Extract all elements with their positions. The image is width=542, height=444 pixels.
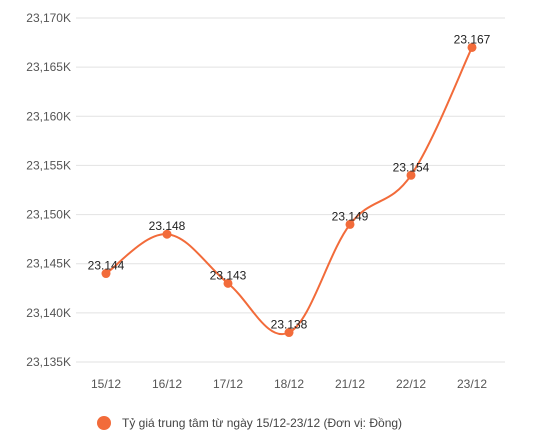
x-tick-label: 21/12 [335, 377, 365, 391]
data-label: 23.154 [393, 160, 430, 174]
legend-label: Tỷ giá trung tâm từ ngày 15/12-23/12 (Đơ… [122, 416, 402, 430]
x-tick-label: 18/12 [274, 377, 304, 391]
x-tick-label: 16/12 [152, 377, 182, 391]
series-points [101, 42, 477, 338]
y-tick-label: 23,135K [26, 355, 71, 369]
y-tick-label: 23,155K [26, 158, 71, 172]
y-tick-label: 23,140K [26, 306, 71, 320]
x-tick-label: 15/12 [91, 377, 121, 391]
x-tick-label: 22/12 [396, 377, 426, 391]
data-label: 23.148 [149, 219, 186, 233]
data-point[interactable] [284, 328, 294, 338]
y-tick-label: 23,150K [26, 208, 71, 222]
y-axis-ticks: 23,135K 23,140K 23,145K 23,150K 23,155K 23,16… [26, 11, 71, 369]
legend[interactable]: Tỷ giá trung tâm từ ngày 15/12-23/12 (Đơ… [97, 416, 402, 430]
x-tick-label: 17/12 [213, 377, 243, 391]
data-point[interactable] [101, 269, 111, 279]
data-point[interactable] [162, 229, 172, 239]
data-point[interactable] [406, 170, 416, 180]
data-point[interactable] [223, 278, 233, 288]
y-tick-label: 23,170K [26, 11, 71, 25]
data-label: 23.138 [271, 318, 308, 332]
y-tick-label: 23,160K [26, 109, 71, 123]
data-point[interactable] [345, 219, 355, 229]
x-tick-label: 23/12 [457, 377, 487, 391]
legend-marker-icon [97, 416, 111, 430]
data-point[interactable] [467, 42, 477, 52]
x-axis-ticks: 15/12 16/12 17/12 18/12 21/12 22/12 23/12 [91, 377, 487, 391]
data-label: 23.149 [332, 209, 369, 223]
y-tick-label: 23,145K [26, 257, 71, 271]
y-tick-label: 23,165K [26, 60, 71, 74]
gridlines [76, 17, 505, 363]
data-label: 23.144 [88, 259, 125, 273]
data-labels: 23.144 23.148 23.143 23.138 23.149 23.154 23.1… [88, 32, 491, 331]
data-label: 23.143 [210, 268, 247, 282]
series-line [105, 47, 473, 336]
data-label: 23.167 [454, 32, 491, 46]
